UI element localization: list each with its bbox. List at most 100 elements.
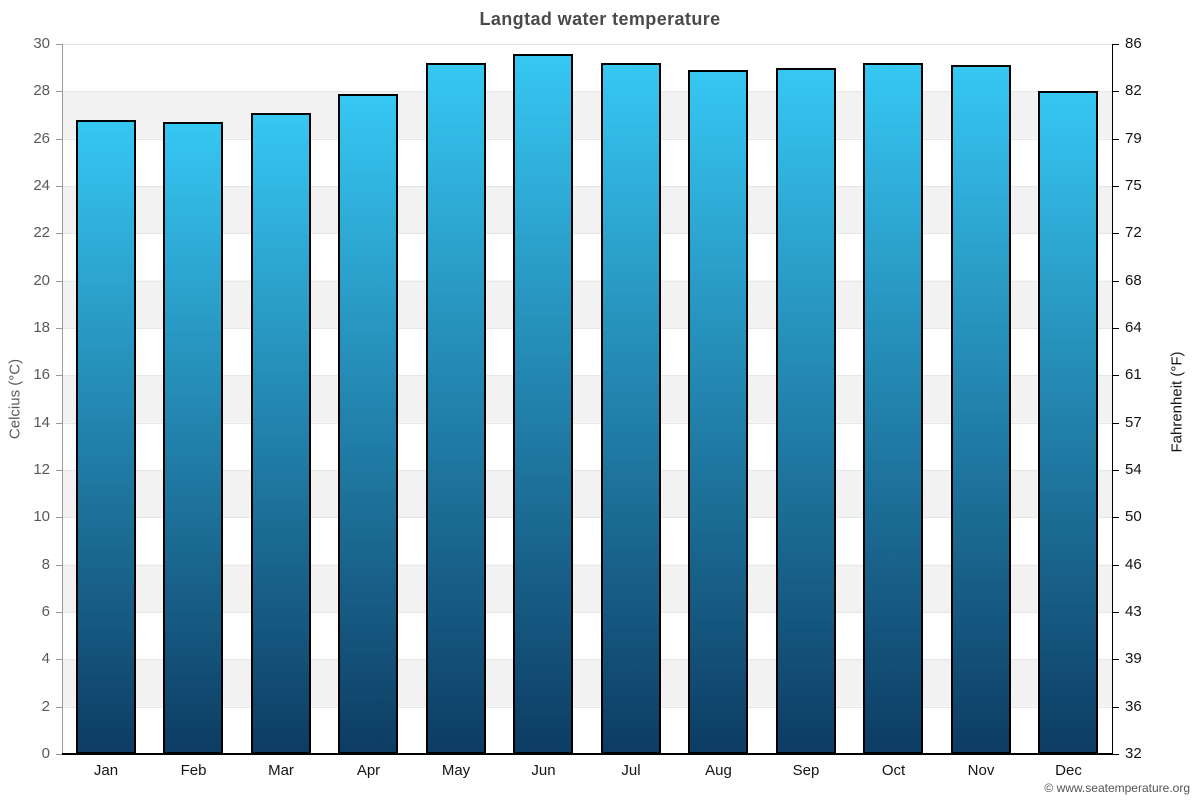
celsius-tick-label: 2	[41, 697, 50, 715]
fahrenheit-tick-label: 64	[1125, 319, 1142, 336]
right-tick-mark	[1113, 138, 1119, 140]
x-tick-label-mar: Mar	[268, 762, 294, 779]
fahrenheit-tick-label: 72	[1125, 224, 1142, 242]
right-tick-mark	[1113, 280, 1119, 282]
celsius-tick-label: 26	[33, 129, 50, 147]
right-axis-line	[1112, 44, 1113, 754]
fahrenheit-tick-label: 32	[1125, 745, 1142, 762]
left-tick-mark	[56, 280, 62, 282]
fahrenheit-tick-label: 43	[1125, 603, 1142, 620]
left-tick-mark	[56, 44, 62, 45]
fahrenheit-tick-label: 46	[1125, 555, 1142, 573]
x-tick-label-apr: Apr	[356, 762, 381, 779]
celsius-tick-label: 12	[33, 461, 50, 478]
bar-jun	[513, 53, 574, 754]
x-tick-label-oct: Oct	[881, 762, 906, 779]
left-tick-mark	[56, 328, 62, 329]
left-tick-mark	[56, 186, 62, 187]
gridline-16c	[62, 375, 1112, 377]
x-tick-label-jul: Jul	[621, 762, 641, 779]
fahrenheit-tick-label: 82	[1125, 82, 1142, 100]
right-tick-mark	[1113, 564, 1119, 566]
celsius-tick-label: 6	[41, 603, 50, 620]
right-tick-mark	[1113, 659, 1119, 661]
bar-oct	[863, 62, 924, 754]
gridline-14c	[62, 422, 1112, 424]
bottom-axis-line	[62, 753, 1113, 755]
gridline-2c	[62, 706, 1112, 708]
celsius-tick-label: 30	[33, 35, 50, 52]
left-tick-mark	[56, 517, 62, 519]
celsius-tick-label: 22	[33, 224, 50, 242]
gridline-8c	[62, 564, 1112, 566]
gridline-30c	[62, 44, 1112, 45]
gridline-10c	[62, 517, 1112, 519]
copyright-attribution: © www.seatemperature.org	[1044, 781, 1190, 795]
bar-jan	[75, 119, 136, 754]
fahrenheit-tick-label: 39	[1125, 650, 1142, 668]
left-tick-mark	[56, 659, 62, 661]
fahrenheit-tick-label: 57	[1125, 413, 1142, 431]
bar-aug	[688, 70, 749, 754]
celsius-tick-label: 14	[33, 413, 50, 431]
left-tick-mark	[56, 470, 62, 471]
celsius-tick-label: 24	[33, 177, 50, 194]
left-tick-mark	[56, 375, 62, 377]
x-tick-label-jan: Jan	[93, 762, 119, 779]
right-tick-mark	[1113, 91, 1119, 93]
right-tick-mark	[1113, 44, 1119, 45]
celsius-tick-label: 0	[41, 745, 50, 762]
gridline-12c	[62, 470, 1112, 471]
left-tick-mark	[56, 138, 62, 140]
bar-nov	[950, 65, 1011, 754]
x-tick-label-feb: Feb	[180, 762, 207, 779]
celsius-tick-label: 20	[33, 271, 50, 289]
x-tick-label-aug: Aug	[705, 762, 732, 779]
gridline-20c	[62, 280, 1112, 282]
bar-sep	[775, 67, 836, 754]
left-tick-mark	[56, 754, 62, 755]
gridline-24c	[62, 186, 1112, 187]
left-tick-mark	[56, 564, 62, 566]
gridline-22c	[62, 233, 1112, 235]
left-tick-mark	[56, 706, 62, 708]
x-tick-label-may: May	[441, 762, 471, 779]
bar-may	[425, 62, 486, 754]
right-tick-mark	[1113, 754, 1119, 755]
bar-feb	[163, 122, 224, 754]
left-tick-mark	[56, 612, 62, 613]
fahrenheit-tick-label: 68	[1125, 271, 1142, 289]
left-tick-mark	[56, 233, 62, 235]
right-tick-mark	[1113, 612, 1119, 613]
gridline-26c	[62, 138, 1112, 140]
fahrenheit-tick-label: 54	[1125, 461, 1142, 478]
right-tick-mark	[1113, 706, 1119, 708]
bar-mar	[250, 112, 311, 754]
fahrenheit-tick-label: 75	[1125, 177, 1142, 194]
gridline-18c	[62, 328, 1112, 329]
right-tick-mark	[1113, 517, 1119, 519]
right-tick-mark	[1113, 328, 1119, 329]
x-tick-label-nov: Nov	[967, 762, 995, 779]
left-tick-mark	[56, 422, 62, 424]
celsius-tick-label: 8	[41, 555, 50, 573]
fahrenheit-tick-label: 36	[1125, 697, 1142, 715]
gridline-6c	[62, 612, 1112, 613]
gridline-4c	[62, 659, 1112, 661]
plot-area	[62, 44, 1112, 754]
gridline-28c	[62, 91, 1112, 93]
right-tick-mark	[1113, 186, 1119, 187]
right-tick-mark	[1113, 422, 1119, 424]
celsius-tick-label: 28	[33, 82, 50, 100]
right-tick-mark	[1113, 375, 1119, 377]
bar-jul	[600, 62, 661, 754]
chart-title: Langtad water temperature	[479, 9, 721, 29]
celsius-tick-label: 4	[41, 650, 50, 668]
right-tick-mark	[1113, 233, 1119, 235]
right-tick-mark	[1113, 470, 1119, 471]
celsius-tick-label: 16	[33, 366, 50, 384]
fahrenheit-tick-label: 79	[1125, 129, 1142, 147]
celsius-tick-label: 18	[33, 319, 50, 336]
fahrenheit-tick-label: 50	[1125, 508, 1142, 526]
x-tick-label-jun: Jun	[531, 762, 556, 779]
